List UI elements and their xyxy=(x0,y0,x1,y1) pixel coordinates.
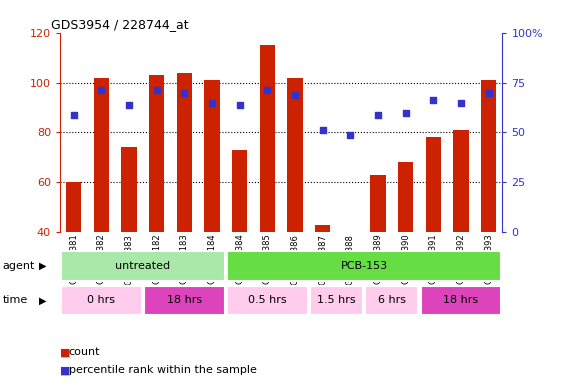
Point xyxy=(318,127,327,133)
Bar xyxy=(365,286,419,315)
Text: 1.5 hrs: 1.5 hrs xyxy=(317,295,356,306)
Point xyxy=(180,89,189,96)
Point xyxy=(346,132,355,138)
Point xyxy=(456,99,465,106)
Text: ■: ■ xyxy=(60,365,70,375)
Text: PCB-153: PCB-153 xyxy=(341,261,388,271)
Bar xyxy=(398,162,413,232)
Bar xyxy=(232,150,247,232)
Point xyxy=(401,109,410,116)
Text: 0.5 hrs: 0.5 hrs xyxy=(248,295,287,306)
Point xyxy=(373,112,383,118)
Point xyxy=(263,87,272,93)
Bar xyxy=(453,130,469,232)
Point xyxy=(484,89,493,96)
Text: percentile rank within the sample: percentile rank within the sample xyxy=(69,365,256,375)
Bar xyxy=(371,175,385,232)
Text: count: count xyxy=(69,347,100,357)
Text: 18 hrs: 18 hrs xyxy=(444,295,478,306)
Bar xyxy=(61,286,142,315)
Text: time: time xyxy=(3,295,28,306)
Bar xyxy=(144,286,225,315)
Text: agent: agent xyxy=(3,261,35,271)
Bar xyxy=(94,78,109,232)
Point xyxy=(152,87,162,93)
Bar xyxy=(426,137,441,232)
Point xyxy=(124,102,134,108)
Point xyxy=(235,102,244,108)
Point xyxy=(69,112,78,118)
Point xyxy=(207,99,216,106)
Text: ■: ■ xyxy=(60,347,70,357)
Bar xyxy=(421,286,501,315)
Bar xyxy=(287,78,303,232)
Bar xyxy=(177,73,192,232)
Text: GDS3954 / 228744_at: GDS3954 / 228744_at xyxy=(51,18,189,31)
Bar xyxy=(227,251,501,281)
Bar xyxy=(149,75,164,232)
Text: ▶: ▶ xyxy=(39,295,46,306)
Bar xyxy=(481,80,496,232)
Point xyxy=(291,92,300,98)
Text: 18 hrs: 18 hrs xyxy=(167,295,202,306)
Bar xyxy=(61,251,225,281)
Bar xyxy=(122,147,136,232)
Point xyxy=(429,97,438,103)
Bar xyxy=(227,286,308,315)
Bar xyxy=(310,286,363,315)
Bar xyxy=(204,80,220,232)
Bar xyxy=(260,45,275,232)
Text: untreated: untreated xyxy=(115,261,171,271)
Point xyxy=(97,87,106,93)
Text: 6 hrs: 6 hrs xyxy=(378,295,406,306)
Bar xyxy=(66,182,82,232)
Text: ▶: ▶ xyxy=(39,261,46,271)
Text: 0 hrs: 0 hrs xyxy=(87,295,115,306)
Bar xyxy=(315,225,330,232)
